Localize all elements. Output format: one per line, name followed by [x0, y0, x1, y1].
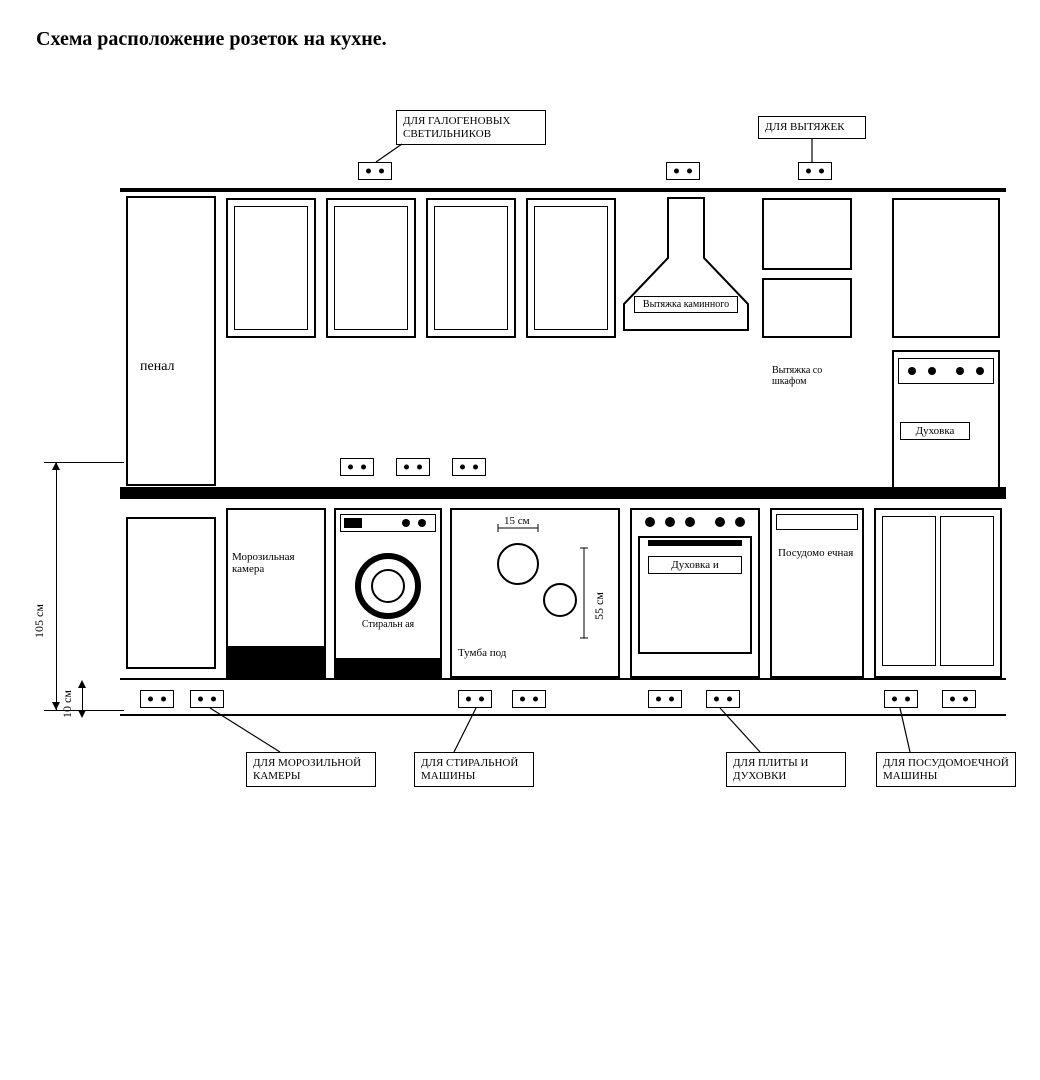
- leader-dish: [0, 0, 1040, 820]
